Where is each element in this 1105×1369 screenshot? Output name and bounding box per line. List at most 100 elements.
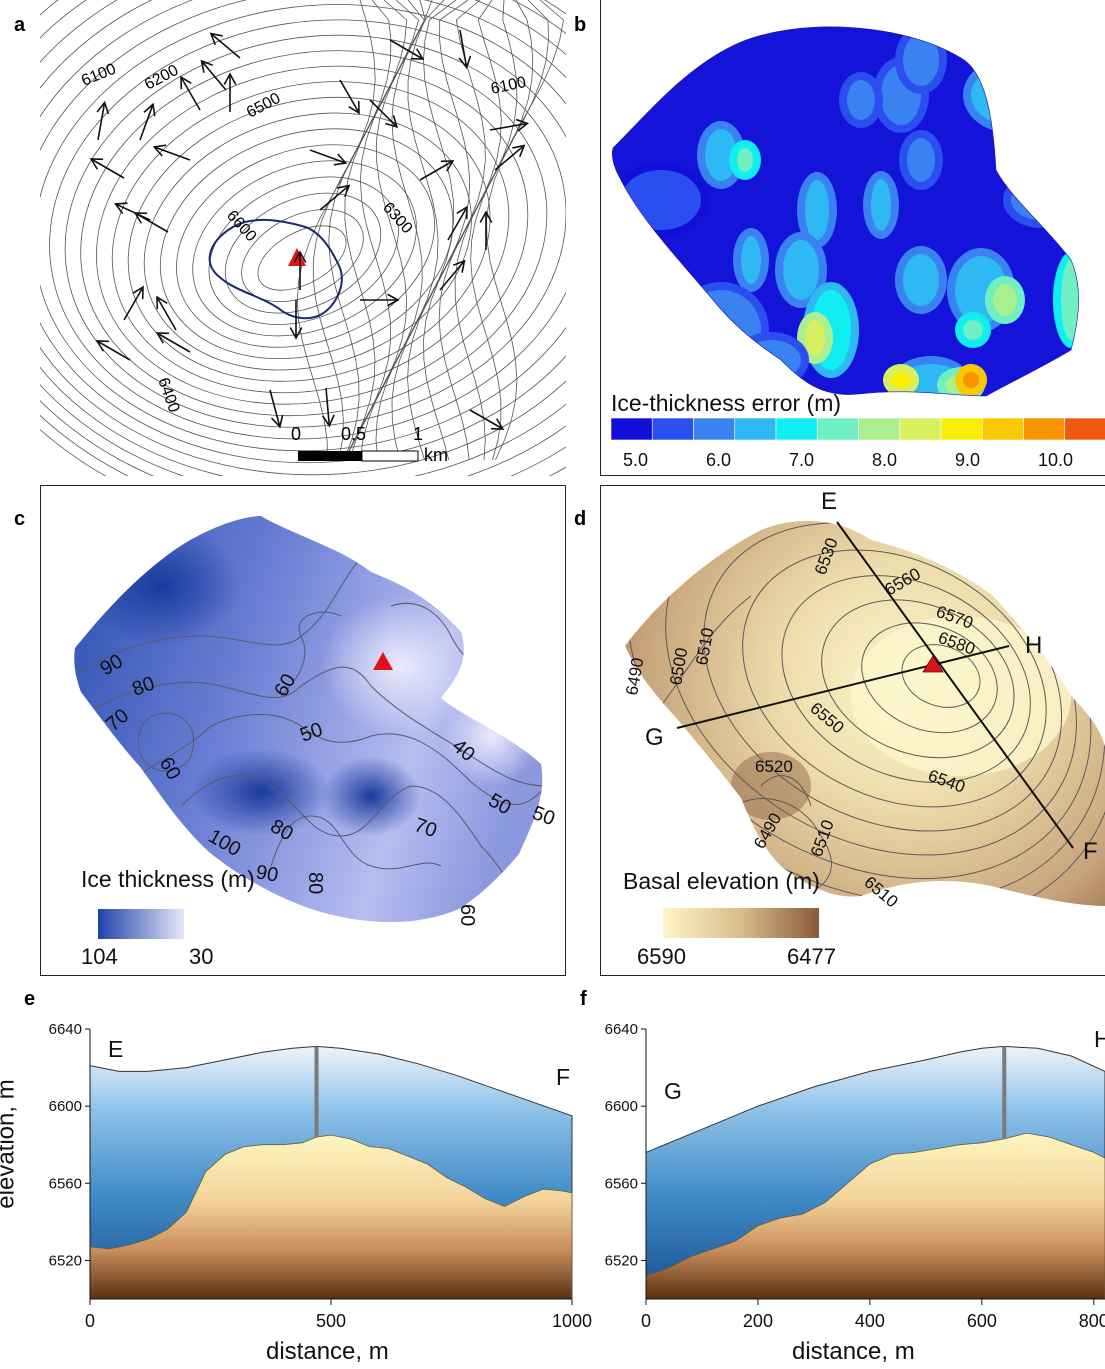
contour-line	[64, 34, 566, 428]
colorbar-swatch	[693, 418, 736, 441]
profile-line-gh	[676, 645, 1010, 729]
contour-line	[40, 4, 566, 452]
flow-arrow	[458, 29, 472, 70]
flow-arrow	[447, 205, 468, 241]
profile-gh-chart: 6640 6600 6560 6520 0 200 400 600 800	[605, 1021, 1105, 1331]
colorbar-swatch	[651, 418, 694, 441]
point-label-e: E	[821, 488, 838, 515]
profile-end-label: F	[556, 1064, 571, 1090]
x-tick-label: 1000	[552, 1311, 592, 1331]
error-zone	[783, 240, 819, 300]
contour-line	[80, 666, 543, 787]
legend-min-label: 104	[81, 944, 118, 969]
thick-zone	[321, 756, 421, 836]
x-tick-label: 0	[641, 1311, 651, 1331]
contour-label: 6400	[154, 376, 182, 415]
flow-arrow	[139, 102, 156, 141]
y-tick-label: 6520	[605, 1252, 638, 1269]
error-zone	[971, 65, 1051, 125]
legend-max-label: 30	[189, 944, 214, 969]
colorbar-swatch	[981, 418, 1024, 441]
error-zone	[993, 62, 1079, 158]
colorbar-tick-label: 8.0	[872, 450, 898, 470]
colorbar-swatch	[1064, 418, 1105, 441]
contour-line	[137, 712, 195, 772]
contour-line	[454, 0, 534, 461]
x-tick-label: 400	[855, 1311, 885, 1331]
legend-title: Ice thickness (m)	[81, 866, 255, 892]
summit-marker	[922, 655, 944, 673]
flow-arrow	[223, 72, 237, 112]
colorbar-tick-label: 7.0	[789, 450, 815, 470]
contour-line	[781, 575, 1031, 783]
contour-lines	[40, 0, 566, 476]
error-colorbar	[611, 418, 1105, 441]
contour-line	[143, 112, 472, 371]
contour-label: 6100	[79, 61, 118, 90]
contour-line	[296, 0, 376, 461]
error-zone	[612, 330, 701, 390]
flow-arrows	[89, 29, 530, 430]
contour-line	[224, 192, 382, 314]
summit-marker	[373, 652, 393, 670]
x-axis-label: distance, m	[792, 1338, 915, 1365]
profile-line-ef	[836, 521, 1074, 849]
error-zone	[1001, 70, 1079, 150]
basal-low	[731, 752, 811, 820]
scalebar-tick: 1	[413, 424, 423, 444]
profile-start-label: E	[108, 1036, 124, 1062]
contour-line	[660, 595, 752, 707]
panel-d-map: 6530 6560 6570 6580 6510 6500 6490 6550 6520 6540…	[600, 485, 1105, 976]
scalebar-tick: 0	[291, 424, 301, 444]
panel-a-map: 6100 6200 6500 6100 6600 6300 6400 0 0.5…	[40, 0, 566, 476]
x-tick-label: 200	[743, 1311, 773, 1331]
error-zone	[891, 372, 911, 388]
contour-line	[208, 176, 399, 325]
contour-line	[312, 0, 392, 461]
flow-arrow	[369, 99, 399, 129]
y-axis-label: elevation, m	[0, 1079, 20, 1209]
flow-arrow	[321, 387, 335, 428]
panel-c-map: 90 80 70 60 50 60 40 80 100 90 80 70 50 50 60 Ice thic…	[40, 485, 566, 976]
contour-line	[861, 622, 998, 734]
contour-line	[257, 225, 347, 291]
point-label-h: H	[1025, 632, 1043, 659]
panel-letter-d: d	[574, 508, 587, 530]
profile-end-label: H	[1094, 1026, 1105, 1052]
colorbar-tick-label: 10.0	[1038, 450, 1074, 470]
error-zone	[1011, 180, 1071, 220]
contour-label: 60	[456, 904, 478, 926]
flow-arrow	[289, 300, 303, 340]
basal-legend-bar	[663, 908, 819, 938]
flow-arrow	[489, 118, 530, 132]
flow-arrow	[96, 100, 110, 141]
flow-arrow	[339, 79, 360, 115]
y-tick-label: 6520	[49, 1252, 82, 1269]
contour-label: 6520	[755, 757, 793, 776]
contour-line	[49, 19, 566, 440]
legend-title: Basal elevation (m)	[623, 868, 820, 894]
contour-line	[180, 775, 522, 907]
colorbar-swatch	[940, 418, 983, 441]
error-zone	[805, 180, 829, 240]
contour-line	[821, 599, 1015, 759]
y-tick-label: 6600	[605, 1098, 638, 1115]
flow-arrow	[200, 59, 227, 91]
scalebar-white	[361, 450, 419, 462]
contour-label: 6600	[223, 207, 260, 245]
contour-label: 6300	[379, 199, 416, 237]
error-zone	[741, 340, 801, 380]
basal-high	[851, 616, 1071, 776]
y-tick-label: 6560	[605, 1175, 638, 1192]
error-zone	[621, 170, 701, 230]
flow-arrow	[123, 285, 144, 321]
contour-label: 80	[304, 872, 326, 894]
contour-label: 6500	[244, 90, 283, 122]
colorbar-swatch	[1023, 418, 1066, 441]
colorbar-title: Ice-thickness error (m)	[611, 390, 842, 416]
error-zone	[847, 80, 875, 120]
contour-label: 6490	[622, 656, 647, 697]
flow-arrow	[180, 75, 201, 111]
y-tick-label: 6600	[49, 1098, 82, 1115]
